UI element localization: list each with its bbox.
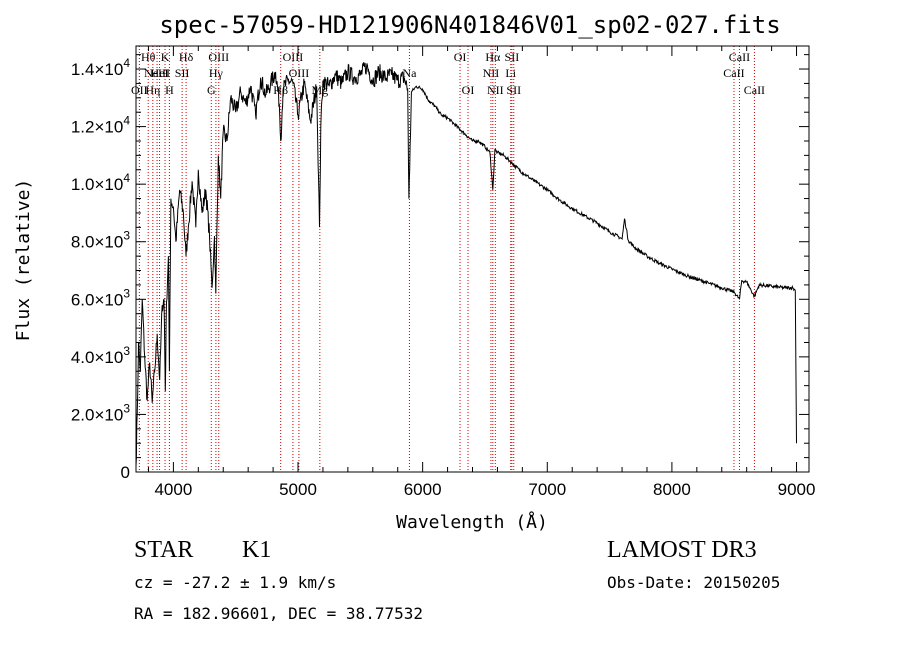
y-axis: 0 2.0×103 4.0×103 6.0×103 8.0×103 1.0×104 1.2×… <box>71 54 809 482</box>
line-marker-label: K <box>161 50 170 64</box>
line-marker-label: HeI <box>151 66 169 80</box>
x-axis: 4000 5000 6000 7000 8000 9000 <box>147 46 816 499</box>
survey-name: LAMOST DR3 <box>607 537 757 563</box>
x-tick-label: 9000 <box>778 480 816 499</box>
line-marker-label: CaII <box>744 83 765 97</box>
line-marker-label: OII <box>131 83 148 97</box>
x-tick-label: 4000 <box>154 480 192 499</box>
y-tick-label: 0 <box>121 463 130 482</box>
line-marker-label: Hθ <box>141 50 156 64</box>
y-tick-label: 4.0×103 <box>71 344 130 367</box>
line-marker-label: CaII <box>723 66 744 80</box>
line-marker-label: NII <box>487 83 504 97</box>
line-marker-label: SII <box>175 66 190 80</box>
x-tick-label: 7000 <box>528 480 566 499</box>
y-tick-label: 6.0×103 <box>71 286 130 309</box>
line-marker-label: SII <box>506 83 521 97</box>
line-marker-label: OIII <box>283 50 304 64</box>
redshift-text: cz = -27.2 ± 1.9 km/s <box>134 573 337 592</box>
y-tick-label: 1.4×104 <box>71 56 130 79</box>
line-marker-label: G <box>207 83 216 97</box>
line-marker-label: Hη <box>145 83 160 97</box>
coordinates-text: RA = 182.96601, DEC = 38.77532 <box>134 604 423 623</box>
line-marker-label: NeIII <box>144 66 170 80</box>
y-axis-label: Flux (relative) <box>13 179 34 342</box>
y-tick-label: 1.0×104 <box>71 171 130 194</box>
y-tick-label: 1.2×104 <box>71 114 130 137</box>
x-tick-label: 6000 <box>404 480 442 499</box>
line-marker-label: Hδ <box>179 50 194 64</box>
line-markers: OIIHθHηNeIIIHeIKHSIIHδGHγOIIIHβOIIIOIIIM… <box>131 46 765 472</box>
line-marker-label: OIII <box>208 50 229 64</box>
y-tick-label: 8.0×103 <box>71 229 130 252</box>
line-marker-label: OIII <box>289 66 310 80</box>
line-marker-label: Na <box>402 66 417 80</box>
obs-date: Obs-Date: 20150205 <box>607 573 781 592</box>
line-marker-label: Li <box>505 66 516 80</box>
chart-title: spec-57059-HD121906N401846V01_sp02-027.f… <box>159 11 780 39</box>
line-marker-label: OI <box>462 83 475 97</box>
object-subclass: K1 <box>242 537 272 563</box>
x-axis-label: Wavelength (Å) <box>396 511 548 533</box>
line-marker-label: Hα <box>485 50 501 64</box>
spectrum-line <box>135 62 797 467</box>
object-type: STAR <box>134 537 194 563</box>
line-marker-label: NII <box>483 66 500 80</box>
line-marker-label: Hγ <box>209 66 224 80</box>
line-marker-label: SII <box>505 50 520 64</box>
line-marker-label: H <box>165 83 174 97</box>
line-marker-label: OI <box>454 50 467 64</box>
y-tick-label: 2.0×103 <box>71 401 130 424</box>
x-tick-label: 5000 <box>279 480 317 499</box>
x-tick-label: 8000 <box>653 480 691 499</box>
line-marker-label: CaII <box>729 50 750 64</box>
